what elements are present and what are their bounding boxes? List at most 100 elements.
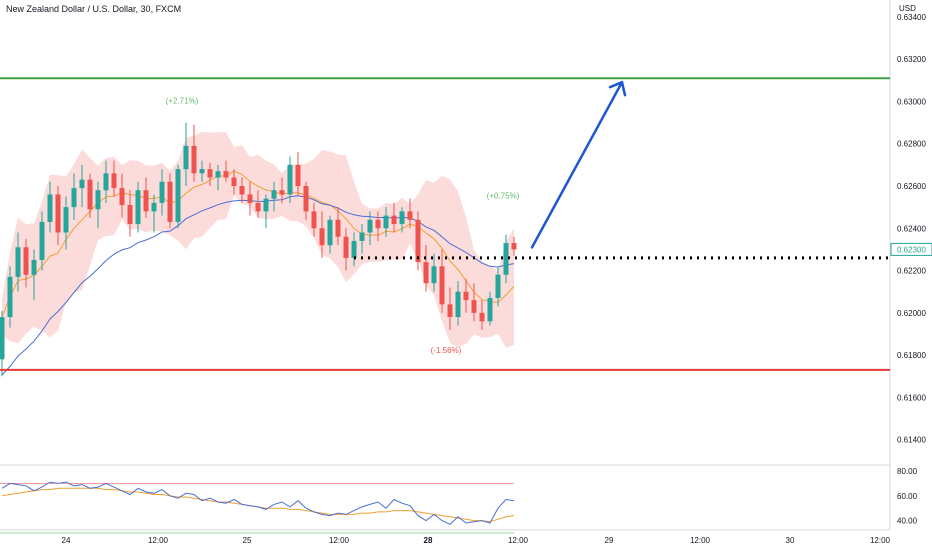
price-tick-label: 0.62400 [897,224,926,233]
rsi-line [1,481,515,525]
candle-body [199,169,205,174]
candle-body [319,228,325,246]
candle-body [231,177,237,186]
bollinger-band-fill [2,131,514,348]
current-price-tag [890,242,932,256]
time-tick-label: 29 [605,536,614,545]
candle-body [79,179,85,189]
time-tick-label: 12:00 [870,536,891,545]
candle-body [119,188,125,206]
candle-body [279,190,285,195]
price-tick-label: 0.61800 [897,351,926,360]
candle-body [407,211,413,220]
time-tick-label: 12:00 [329,536,350,545]
candles-group [0,122,517,377]
candle-body [303,186,309,212]
price-tick-label: 0.61600 [897,393,926,402]
candle-body [143,190,149,212]
candle-body [63,207,69,233]
candle-body [351,240,357,258]
projection-arrow-shaft [530,80,624,249]
candle-body [151,202,157,212]
rsi-tick-label: 80.00 [897,467,918,476]
candle-body [191,145,197,174]
candle-body [271,190,277,199]
candle-body [127,205,133,225]
candle-body [367,219,373,233]
candle-body [431,266,437,284]
candle-body [503,243,509,275]
rsi-tick-label: 40.00 [897,517,918,526]
candle-body [463,291,469,301]
candle-body [423,262,429,284]
candle-body [207,169,213,178]
price-tick-label: 0.63400 [897,13,926,22]
candle-body [15,247,21,277]
candle-body [23,247,29,275]
candle-body [471,300,477,313]
candle-body [95,190,101,210]
candle-body [111,173,117,189]
time-tick-label: 24 [62,536,71,545]
candle-body [511,243,517,250]
candle-body [391,215,397,225]
candle-body [439,266,445,305]
candle-body [39,221,45,260]
percent-change-label: (-1.56%) [431,346,462,355]
candle-body [183,145,189,170]
candle-body [263,198,269,212]
current-price-label: 0.62300 [897,245,926,254]
time-tick-label: 30 [786,536,795,545]
candle-body [87,179,93,210]
price-tick-label: 0.63000 [897,97,926,106]
candle-body [455,291,461,318]
time-tick-label: 12:00 [690,536,711,545]
candle-body [383,215,389,229]
candle-body [295,164,301,186]
time-tick-label: 12:00 [508,536,529,545]
candle-body [7,276,13,318]
candle-body [335,219,341,237]
candle-body [359,232,365,241]
ma-fast-line [1,170,515,318]
candle-body [287,164,293,195]
candle-body [447,304,453,318]
candle-body [167,181,173,222]
candle-body [487,298,493,322]
candle-body [239,186,245,195]
candle-body [223,171,229,178]
time-tick-label: 12:00 [148,536,169,545]
candle-body [47,194,53,222]
candle-body [327,219,333,246]
candle-body [415,219,421,263]
price-tick-label: 0.62600 [897,182,926,191]
rsi-tick-label: 60.00 [897,492,918,501]
candle-body [399,211,405,225]
candle-body [215,171,221,178]
candle-body [311,211,317,229]
candle-body [247,194,253,203]
candle-body [175,169,181,222]
candle-body [0,317,5,360]
candle-body [135,190,141,225]
candle-body [479,312,485,322]
projection-arrow-head [608,80,627,97]
time-tick-label: 25 [243,536,252,545]
chart-title: New Zealand Dollar / U.S. Dollar, 30, FX… [6,4,182,14]
candle-body [31,259,37,275]
price-tick-label: 0.61400 [897,436,926,445]
percent-change-label: (+2.71%) [166,97,199,106]
candle-body [71,188,77,208]
percent-change-label: (+0.75%) [487,192,520,201]
price-tick-label: 0.62800 [897,140,926,149]
candle-body [55,194,61,233]
candle-body [159,181,165,203]
candle-body [495,274,501,299]
candle-body [375,219,381,229]
currency-label: USD [899,4,916,13]
candle-body [103,173,109,191]
candle-body [255,202,261,212]
candle-body [343,236,349,258]
